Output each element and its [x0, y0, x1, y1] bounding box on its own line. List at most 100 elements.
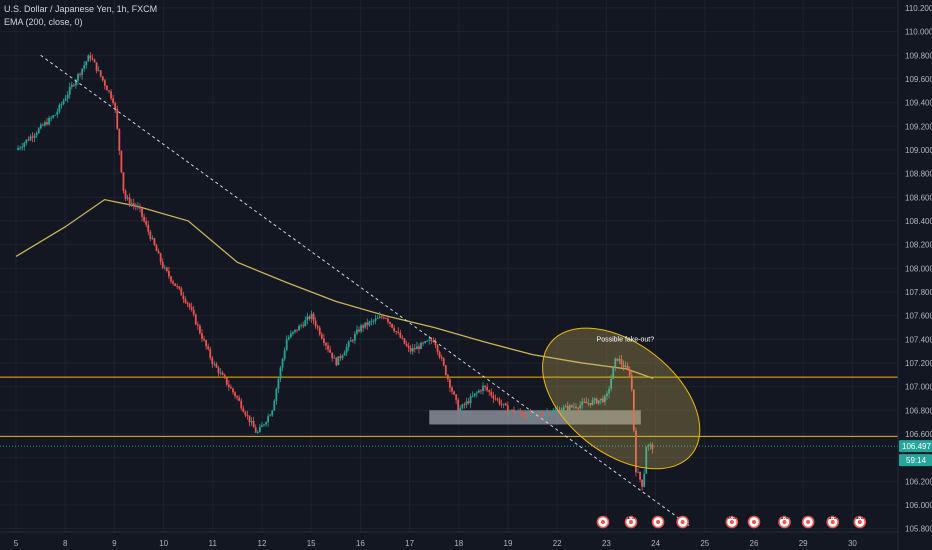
candle-body [232, 388, 234, 393]
candle-body [240, 400, 243, 409]
event-marker[interactable]: 1.3 [624, 515, 638, 529]
candle-body [97, 70, 100, 72]
zone-rect[interactable] [429, 410, 641, 425]
candle-body [101, 76, 104, 81]
candle-body [608, 388, 610, 394]
candle-body [68, 86, 71, 95]
fakeout-ellipse[interactable] [516, 300, 726, 498]
highlight-ellipse[interactable]: Possible fake-out? [516, 300, 726, 498]
candle-body [132, 203, 135, 206]
candle-body [50, 117, 53, 119]
x-tick-label: 8 [63, 539, 68, 548]
candle-body [351, 340, 354, 342]
candle-body [467, 401, 470, 404]
candle-body [639, 472, 641, 480]
candle-body [599, 398, 602, 401]
candle-body [213, 363, 216, 365]
price-axis[interactable]: 110.200 110.000 109.800 109.600 109.400 109.2… [897, 0, 932, 550]
dashed-trendline[interactable] [40, 54, 691, 527]
candle-body [252, 421, 255, 428]
candle-body [513, 409, 515, 413]
candle-body [583, 401, 586, 403]
candle-body [217, 367, 220, 374]
candle-body [168, 271, 170, 277]
candle-body [378, 316, 381, 319]
candle-body [99, 70, 102, 77]
candle-body [256, 432, 259, 433]
candle-body [159, 253, 162, 262]
candle-body [523, 415, 526, 417]
candle-body [221, 372, 224, 375]
candle-body [399, 332, 402, 338]
y-tick-label: 109.200 [905, 122, 932, 131]
y-tick-label: 108.200 [905, 241, 932, 250]
event-marker[interactable]: 1.5 [853, 515, 867, 529]
candle-body [325, 342, 327, 346]
event-marker[interactable] [676, 515, 689, 529]
trendline[interactable] [40, 54, 691, 527]
candle-body [205, 340, 208, 347]
candle-body [601, 398, 604, 402]
candle-body [546, 412, 548, 415]
y-tick-label: 110.000 [905, 28, 932, 37]
support-zone[interactable] [429, 410, 641, 425]
candle-body [289, 333, 292, 338]
candle-body [287, 337, 290, 340]
candle-body [203, 338, 205, 341]
event-marker[interactable] [596, 515, 610, 529]
x-tick-label: 5 [14, 539, 19, 548]
candle-body [29, 136, 32, 141]
candle-body [587, 403, 590, 404]
candle-body [329, 349, 331, 353]
x-tick-label: 9 [112, 539, 117, 548]
candle-body [341, 355, 344, 358]
candle-body [637, 472, 639, 473]
candle-body [128, 197, 131, 204]
candle-body [647, 445, 650, 448]
candle-body [606, 393, 608, 396]
candle-body [595, 398, 598, 404]
event-marker[interactable]: 1.5 [826, 515, 840, 529]
x-tick-label: 24 [651, 539, 660, 548]
candle-body [527, 412, 530, 418]
time-axis[interactable]: 5 8 9 10 11 12 15 16 17 18 19 22 23 24 25 26 29 30 [0, 531, 898, 548]
horizontal-levels[interactable] [0, 376, 898, 447]
y-tick-label: 106.600 [905, 430, 932, 439]
candle-body [420, 342, 422, 350]
event-marker[interactable]: 1.8 [778, 515, 791, 529]
candle-body [176, 285, 179, 287]
candle-body [366, 322, 369, 326]
candle-body [347, 341, 350, 347]
candle-body [496, 398, 499, 400]
event-marker[interactable] [801, 515, 815, 529]
candle-body [575, 406, 577, 408]
y-tick-label: 107.600 [905, 312, 932, 321]
candle-body [66, 94, 69, 99]
candle-body [116, 108, 119, 129]
candle-body [413, 348, 416, 350]
candle-body [500, 404, 503, 405]
event-marker[interactable]: 0.5 [725, 515, 739, 529]
candle-body [353, 333, 356, 341]
candle-body [564, 406, 567, 408]
candle-body [552, 410, 555, 414]
event-dot [680, 520, 685, 524]
candle-body [137, 206, 139, 208]
event-icons[interactable]: 1.3 0.5 1.8 1.5 1.5 [596, 515, 867, 529]
candle-body [19, 147, 22, 149]
y-tick-label: 108.400 [905, 217, 932, 226]
candle-body [407, 345, 410, 348]
price-tags: 106.497 59:14 [899, 440, 932, 467]
candle-body [302, 325, 305, 327]
candle-body [426, 340, 429, 342]
event-dot [752, 520, 756, 524]
event-marker[interactable] [747, 515, 761, 529]
candle-body [620, 359, 623, 365]
event-dot [806, 520, 811, 524]
candle-body [612, 367, 615, 380]
event-marker[interactable] [651, 515, 665, 529]
candle-body [62, 100, 65, 104]
event-count: 1.5 [856, 515, 865, 521]
y-tick-label: 108.800 [905, 170, 932, 179]
